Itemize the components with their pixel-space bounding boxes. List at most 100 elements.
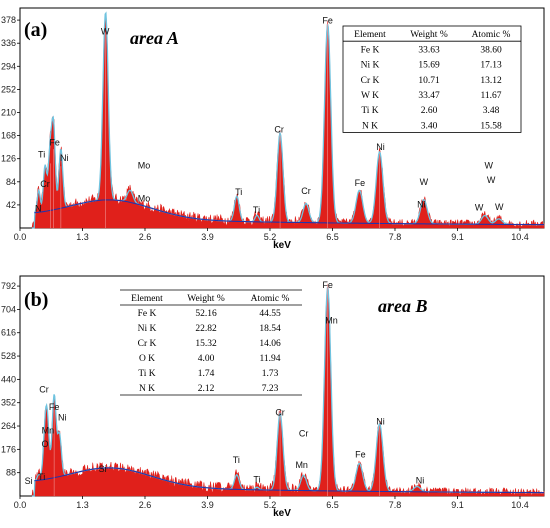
x-axis-title: keV	[273, 240, 291, 251]
peak-label: Ti	[253, 475, 260, 485]
y-tick-label: 210	[1, 108, 16, 118]
table-cell: 17.13	[480, 61, 502, 71]
table-cell: 7.23	[262, 384, 279, 394]
table-header-cell: Element	[354, 30, 386, 40]
table-box	[120, 290, 302, 395]
peak-label: W	[487, 175, 496, 185]
table-cell: Fe K	[138, 309, 157, 319]
x-tick-label: 10.4	[511, 500, 529, 510]
peak-label: Mn	[295, 460, 308, 470]
x-tick-label: 1.3	[76, 232, 89, 242]
y-tick-label: 176	[1, 444, 16, 454]
peak-label: Ni	[376, 416, 385, 426]
table-cell: 33.63	[418, 45, 440, 55]
table-cell: 2.60	[421, 106, 438, 116]
peak-label: Cr	[275, 408, 285, 418]
y-tick-label: 88	[6, 468, 16, 478]
peak-label: Ti	[235, 187, 242, 197]
peak-label: W	[475, 202, 484, 212]
peak-label: Mo	[138, 194, 151, 204]
y-tick-label: 528	[1, 351, 16, 361]
table-cell: 1.73	[262, 369, 279, 379]
table-cell: Ni K	[138, 324, 157, 334]
peak-label: Fe	[49, 138, 60, 148]
table-cell: O K	[139, 354, 155, 364]
peak-label: Ni	[376, 142, 385, 152]
table-header-cell: Weight %	[187, 294, 225, 304]
x-tick-label: 5.2	[264, 232, 277, 242]
table-cell: Ni K	[361, 61, 380, 71]
table-cell: 38.60	[480, 45, 502, 55]
composition-table: Element Weight % Atomic % Fe K 52.16 44.55 Ni …	[120, 289, 302, 396]
table-cell: 4.00	[198, 354, 215, 364]
table-cell: 18.54	[259, 324, 281, 334]
table-header-cell: Atomic %	[251, 294, 290, 304]
y-tick-label: 378	[1, 15, 16, 25]
table-cell: 1.74	[198, 369, 215, 379]
panel-label: (a)	[24, 19, 47, 41]
table-cell: 10.71	[418, 76, 440, 86]
x-tick-label: 1.3	[76, 500, 89, 510]
table-cell: 15.32	[195, 339, 217, 349]
x-tick-label: 0.0	[14, 500, 27, 510]
peak-label: Si	[99, 464, 107, 474]
peak-label: Fe	[322, 280, 333, 290]
x-tick-label: 9.1	[451, 232, 464, 242]
peak-label: W	[495, 202, 504, 212]
eds-panel-a: 0.0 1.3 2.6 3.9 5.2 6.5 7.8 9.1 10.4 42 84 126 168 21…	[1, 7, 545, 251]
peak-label: Mn	[42, 426, 55, 436]
peak-label: Mo	[138, 161, 151, 171]
peak-label: Fe	[355, 178, 366, 188]
table-cell: Cr K	[138, 339, 157, 349]
y-tick-label: 792	[1, 281, 16, 291]
table-cell: Cr K	[361, 76, 380, 86]
area-label: area A	[130, 28, 179, 48]
x-tick-label: 0.0	[14, 232, 27, 242]
table-cell: 15.58	[480, 121, 502, 131]
peak-label: Cr	[274, 124, 284, 134]
table-cell: Ti K	[138, 369, 155, 379]
peak-label: Ni	[58, 412, 67, 422]
x-tick-label: 6.5	[326, 232, 339, 242]
table-cell: 3.40	[421, 121, 438, 131]
y-tick-label: 84	[6, 177, 16, 187]
table-cell: 13.12	[480, 76, 502, 86]
peak-label: Ni	[60, 153, 69, 163]
table-cell: 15.69	[418, 61, 440, 71]
peak-label: W	[420, 177, 429, 187]
table-cell: Ti K	[361, 106, 378, 116]
x-tick-label: 6.5	[326, 500, 339, 510]
peak-label: Ti	[38, 150, 45, 160]
table-cell: 52.16	[195, 309, 217, 319]
table-cell: 11.94	[259, 354, 280, 364]
x-tick-label: 7.8	[389, 232, 402, 242]
peak-label: Cr	[40, 179, 50, 189]
x-axis-title: keV	[273, 508, 291, 519]
x-tick-label: 9.1	[451, 500, 464, 510]
table-header-cell: Element	[131, 294, 163, 304]
y-tick-label: 616	[1, 328, 16, 338]
x-tick-label: 2.6	[139, 500, 152, 510]
table-header-cell: Atomic %	[472, 30, 511, 40]
background-line	[34, 199, 544, 226]
peak-label: Fe	[322, 15, 333, 25]
peak-label: Cr	[299, 428, 309, 438]
peak-label: N	[35, 204, 42, 214]
table-cell: 2.12	[198, 384, 215, 394]
table-box	[342, 25, 522, 133]
y-tick-label: 252	[1, 84, 16, 94]
y-tick-label: 168	[1, 131, 16, 141]
peak-label: Ti	[233, 455, 240, 465]
table-header-cell: Weight %	[410, 30, 448, 40]
peak-label: Cr	[39, 385, 49, 395]
x-tick-label: 10.4	[511, 232, 529, 242]
background-line	[34, 467, 544, 494]
x-tick-label: 3.9	[201, 232, 214, 242]
eds-panel-b: 0.0 1.3 2.6 3.9 5.2 6.5 7.8 9.1 10.4 88 176 264 352 4…	[1, 275, 545, 519]
y-tick-label: 126	[1, 154, 16, 164]
table-cell: 11.67	[480, 91, 501, 101]
peak-label: O	[41, 439, 48, 449]
x-tick-label: 3.9	[201, 500, 214, 510]
y-tick-label: 294	[1, 61, 16, 71]
